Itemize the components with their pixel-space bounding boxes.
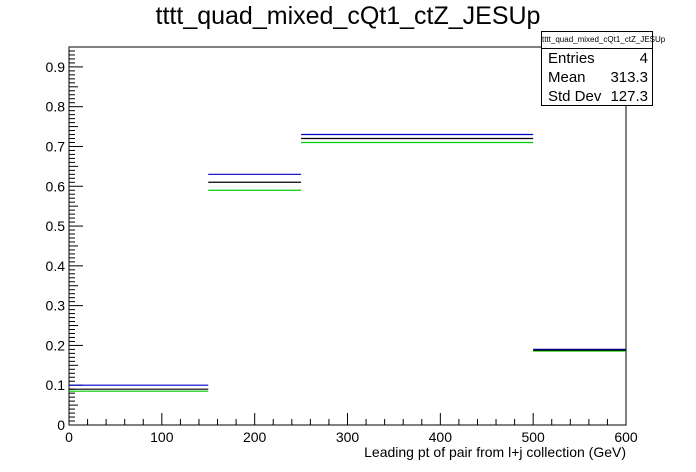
y-tick-label: 0.3 [46,298,66,314]
stats-value: 313.3 [610,69,648,86]
y-tick-label: 0.5 [46,218,66,234]
stats-row-entries: Entries 4 [542,49,652,68]
y-tick-label: 0.7 [46,138,66,154]
stats-row-mean: Mean 313.3 [542,68,652,87]
y-tick-label: 0.9 [46,59,66,75]
x-tick-label: 300 [336,429,360,445]
y-tick-label: 0.2 [46,337,66,353]
stats-label: Std Dev [548,88,602,105]
y-tick-label: 0.1 [46,377,66,393]
y-tick-label: 0.6 [46,178,66,194]
x-tick-label: 500 [521,429,545,445]
y-tick-label: 0.8 [46,99,66,115]
x-tick-label: 600 [614,429,638,445]
x-tick-label: 200 [243,429,267,445]
stats-row-stddev: Std Dev 127.3 [542,87,652,106]
stats-label: Entries [548,50,595,67]
y-tick-label: 0 [57,417,65,433]
stats-value: 4 [639,50,648,67]
x-tick-label: 400 [429,429,453,445]
x-tick-label: 0 [65,429,73,445]
y-tick-label: 0.4 [46,258,66,274]
stats-value: 127.3 [610,88,648,105]
stats-box: tttt_quad_mixed_cQt1_ctZ_JESUp Entries 4… [541,31,665,106]
chart-title: tttt_quad_mixed_cQt1_ctZ_JESUp [155,2,541,30]
x-tick-label: 100 [150,429,174,445]
stats-title: tttt_quad_mixed_cQt1_ctZ_JESUp [542,32,665,49]
stats-label: Mean [548,69,586,86]
x-axis-label: Leading pt of pair from l+j collection (… [364,444,626,460]
